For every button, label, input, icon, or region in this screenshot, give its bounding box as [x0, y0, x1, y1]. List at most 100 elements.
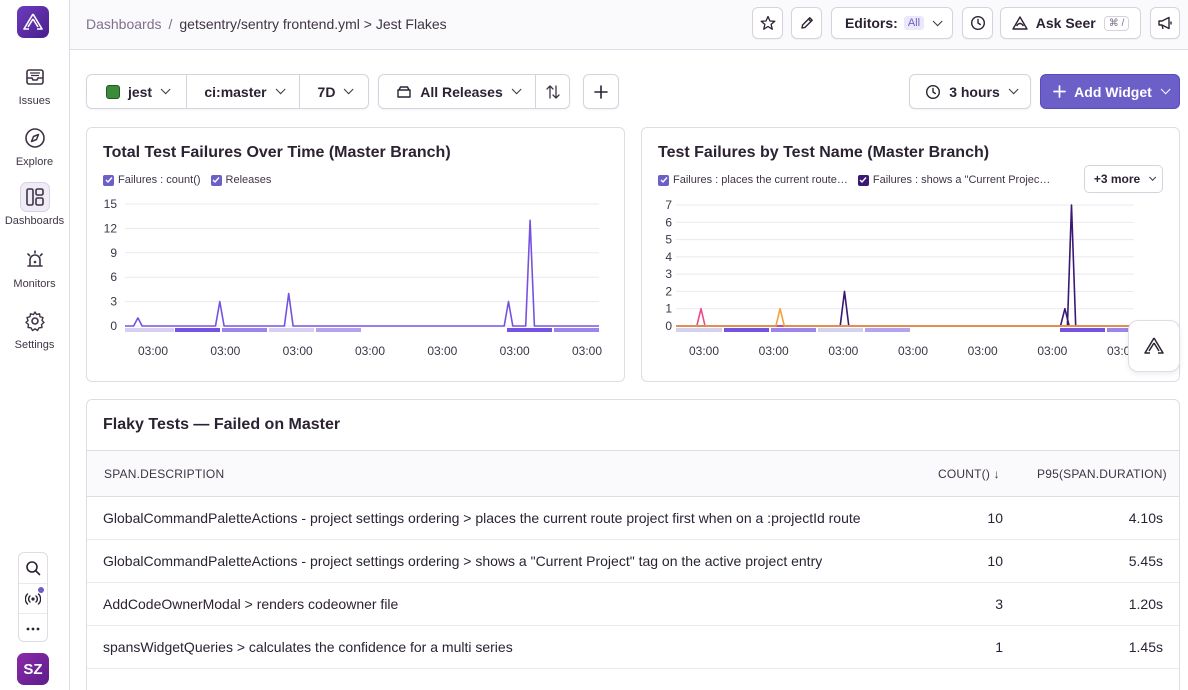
sidebar-item-explore[interactable]: Explore [0, 123, 69, 168]
x-tick-label: 03:00 [355, 344, 385, 358]
edit-button[interactable] [791, 7, 822, 39]
legend-item-series-1[interactable]: Failures : places the current route… [658, 174, 848, 186]
pencil-icon [800, 17, 813, 29]
release-marker[interactable] [507, 328, 552, 332]
table-header: SPAN.DESCRIPTION COUNT() ↓ P95(SPAN.DURA… [87, 450, 1179, 497]
sidebar-item-label: Explore [15, 156, 54, 168]
broadcast-icon[interactable] [19, 583, 47, 613]
y-tick-label: 1 [665, 302, 672, 316]
cell-description: spansWidgetQueries > calculates the conf… [103, 639, 513, 655]
y-tick-label: 0 [110, 319, 117, 333]
release-marker[interactable] [554, 328, 599, 332]
release-marker[interactable] [865, 328, 910, 332]
clock-icon [970, 15, 985, 31]
x-tick-label: 03:00 [283, 344, 313, 358]
refresh-interval-label: 3 hours [949, 83, 1000, 100]
sort-releases-button[interactable] [535, 75, 569, 108]
editors-dropdown[interactable]: Editors: All [831, 7, 953, 39]
cell-p95: 5.45s [1128, 553, 1163, 569]
cell-count: 10 [987, 510, 1003, 526]
breadcrumb-dashboards[interactable]: Dashboards [86, 16, 162, 32]
legend-item-series-2[interactable]: Failures : shows a "Current Projec… [857, 174, 1051, 186]
cell-description: GlobalCommandPaletteActions - project se… [103, 553, 823, 569]
release-marker[interactable] [316, 328, 361, 332]
sidebar-item-dashboards[interactable]: Dashboards [0, 182, 69, 227]
widget-title: Total Test Failures Over Time (Master Br… [103, 144, 451, 161]
compass-icon [20, 123, 50, 153]
y-tick-label: 15 [104, 197, 118, 211]
sort-arrows-icon [545, 84, 560, 99]
release-marker[interactable] [269, 328, 314, 332]
y-tick-label: 2 [665, 284, 672, 298]
release-marker[interactable] [771, 328, 816, 332]
seer-icon [1144, 337, 1164, 354]
refresh-interval-selector[interactable]: 3 hours [909, 74, 1031, 109]
cell-count: 1 [995, 639, 1003, 655]
project-selector[interactable]: jest [87, 75, 186, 108]
release-marker[interactable] [125, 328, 174, 332]
sidebar-item-monitors[interactable]: Monitors [0, 245, 69, 290]
plus-icon [594, 84, 608, 99]
cell-description: AddCodeOwnerModal > renders codeowner fi… [103, 596, 399, 612]
more-icon[interactable] [19, 613, 47, 643]
series-line[interactable] [676, 204, 1134, 327]
ask-seer-button[interactable]: Ask Seer ⌘ / [1000, 7, 1141, 39]
star-button[interactable] [752, 7, 783, 39]
breadcrumb: Dashboards / getsentry/sentry frontend.yml… [86, 16, 447, 32]
x-tick-label: 03:00 [500, 344, 530, 358]
legend-item-releases[interactable]: Releases [210, 174, 271, 186]
x-tick-label: 03:00 [427, 344, 457, 358]
x-tick-label: 03:00 [1037, 344, 1067, 358]
period-selector[interactable]: 7D [299, 75, 368, 108]
announcements-button[interactable] [1150, 7, 1180, 39]
release-marker[interactable] [724, 328, 769, 332]
chart-legend: Failures : count() Releases [103, 174, 271, 186]
y-tick-label: 3 [665, 267, 672, 281]
breadcrumb-current: getsentry/sentry frontend.yml > Jest Fla… [179, 16, 447, 32]
sidebar-item-settings[interactable]: Settings [0, 306, 69, 351]
y-tick-label: 6 [110, 270, 117, 284]
table-row[interactable]: AddCodeOwnerModal > renders codeowner fi… [87, 583, 1179, 626]
table-row[interactable]: spansWidgetQueries > calculates the conf… [87, 626, 1179, 669]
widget-failures-by-test[interactable]: Test Failures by Test Name (Master Branc… [641, 127, 1180, 382]
legend-item-failures[interactable]: Failures : count() [103, 174, 201, 186]
column-header-description[interactable]: SPAN.DESCRIPTION [104, 467, 225, 481]
release-marker[interactable] [222, 328, 267, 332]
search-icon[interactable] [19, 553, 47, 583]
release-marker[interactable] [676, 328, 722, 332]
cell-count: 10 [987, 553, 1003, 569]
releases-selector[interactable]: All Releases [379, 75, 535, 108]
sidebar-item-issues[interactable]: Issues [0, 62, 69, 107]
sentry-logo[interactable] [17, 6, 49, 38]
release-marker[interactable] [1060, 328, 1105, 332]
table-row[interactable]: GlobalCommandPaletteActions - project se… [87, 497, 1179, 540]
widget-total-failures[interactable]: Total Test Failures Over Time (Master Br… [86, 127, 625, 382]
series-line[interactable] [125, 219, 599, 327]
user-avatar[interactable]: SZ [17, 653, 49, 685]
column-header-count[interactable]: COUNT() ↓ [938, 467, 1000, 481]
cell-p95: 1.45s [1128, 639, 1163, 655]
environment-selector[interactable]: ci:master [186, 75, 299, 108]
x-tick-label: 03:00 [210, 344, 240, 358]
cell-description: GlobalCommandPaletteActions - project se… [103, 510, 861, 526]
more-series-button[interactable]: +3 more [1084, 165, 1163, 193]
chevron-down-icon [1008, 84, 1019, 95]
y-tick-label: 9 [110, 246, 117, 260]
x-tick-label: 03:00 [572, 344, 602, 358]
add-filter-button[interactable] [583, 74, 619, 109]
release-marker[interactable] [175, 328, 220, 332]
legend-label: Failures : shows a "Current Projec… [872, 174, 1051, 186]
editors-label: Editors: [844, 15, 898, 31]
chevron-down-icon [275, 84, 286, 95]
siren-icon [20, 245, 50, 275]
column-header-p95[interactable]: P95(SPAN.DURATION) [1037, 467, 1167, 481]
package-icon [397, 85, 411, 98]
seer-assistant-button[interactable] [1128, 320, 1180, 372]
history-button[interactable] [962, 7, 993, 39]
series-line[interactable] [676, 307, 1134, 327]
release-marker[interactable] [818, 328, 863, 332]
add-widget-button[interactable]: Add Widget [1040, 74, 1180, 109]
release-marker[interactable] [1107, 328, 1134, 332]
table-row[interactable]: GlobalCommandPaletteActions - project se… [87, 540, 1179, 583]
